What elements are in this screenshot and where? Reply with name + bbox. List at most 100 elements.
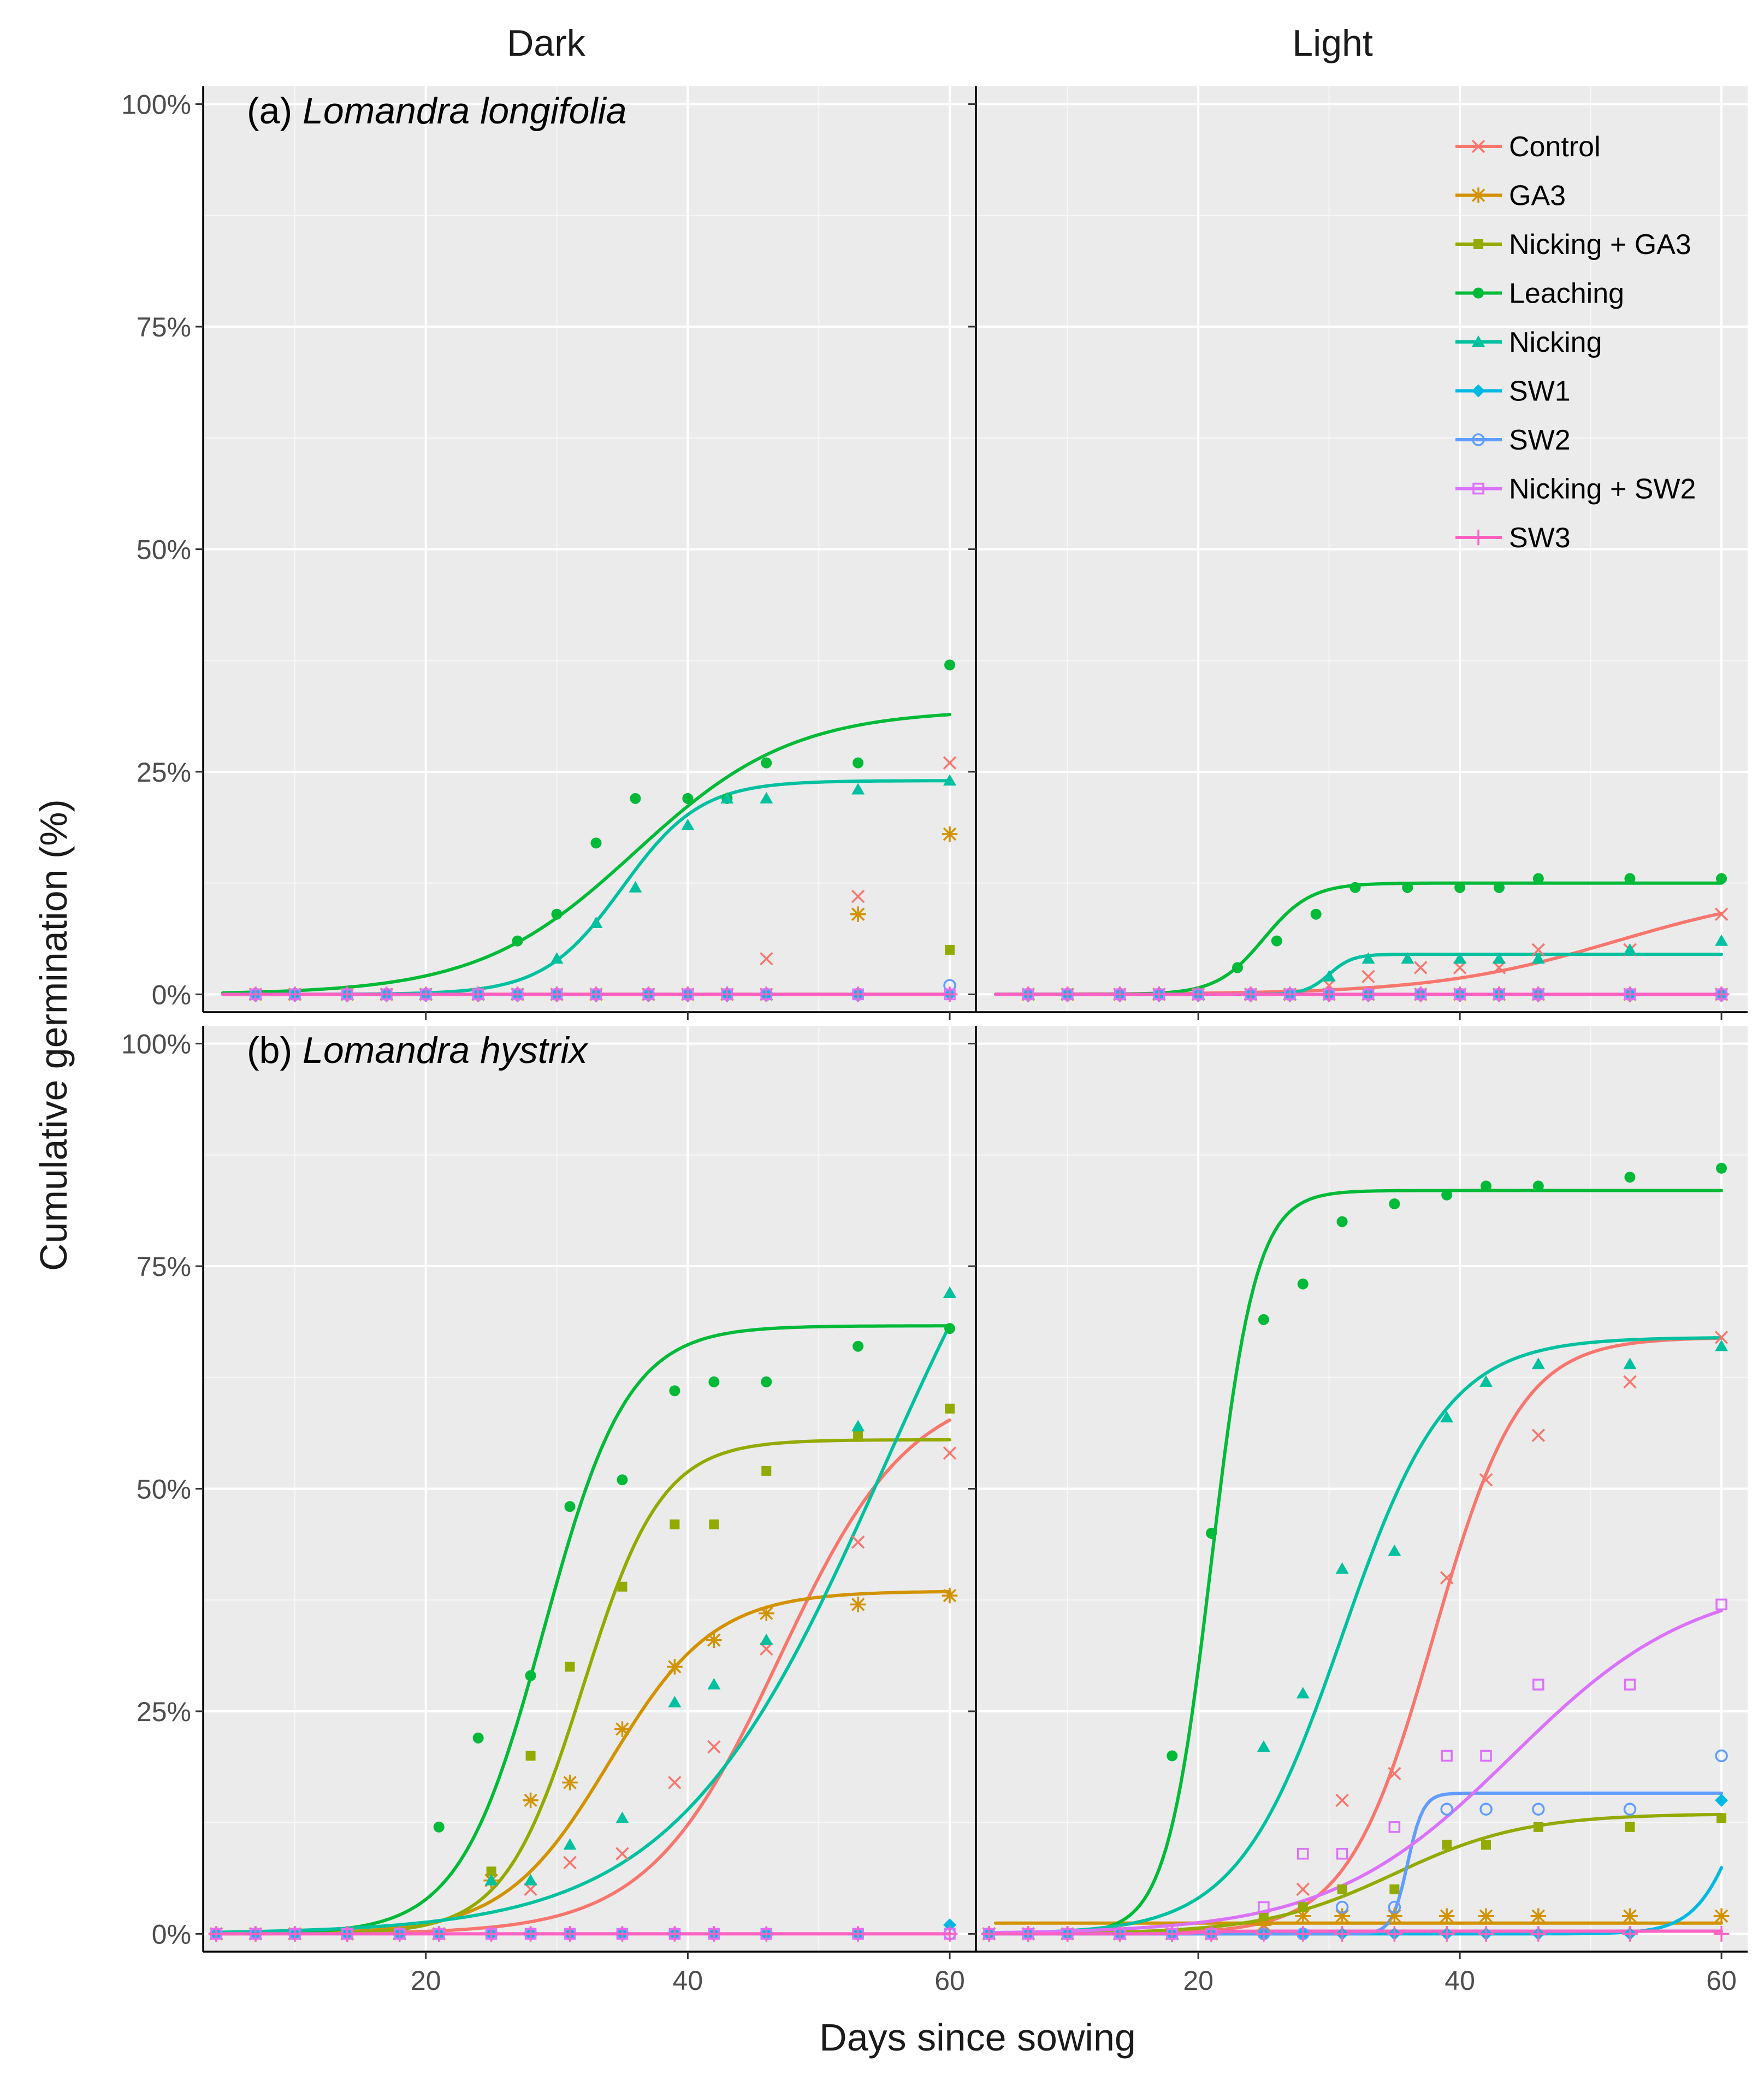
data-point-ga3: [614, 1721, 630, 1737]
data-point-ga3: [850, 1597, 866, 1612]
x-tick-label: 60: [1706, 1965, 1737, 1996]
legend-item-ga3: GA3: [1455, 180, 1566, 212]
data-point-nicking-sw2: [1480, 1750, 1492, 1762]
data-point-sw3: [942, 986, 958, 1002]
data-point-control: [1362, 970, 1375, 984]
data-point-leaching: [590, 837, 602, 849]
data-point-nicking-ga3: [761, 1466, 772, 1476]
data-point-ga3: [1334, 1908, 1350, 1924]
data-point-leaching: [1389, 1198, 1400, 1209]
data-point-nicking: [1322, 970, 1336, 982]
data-point-leaching: [472, 1732, 484, 1744]
data-point-control: [1440, 1571, 1454, 1585]
data-point-sw3: [1491, 986, 1507, 1002]
legend-label: Nicking + SW2: [1509, 474, 1696, 505]
data-point-sw3: [1242, 986, 1259, 1002]
data-point-nicking-ga3: [486, 1866, 496, 1877]
data-point-leaching: [944, 659, 956, 671]
y-tick-label: 75%: [137, 1251, 191, 1282]
legend-item-leaching: Leaching: [1455, 278, 1624, 310]
x-tick-label: 40: [1445, 1965, 1475, 1996]
data-point-sw3: [470, 986, 486, 1002]
data-point-sw3: [1530, 986, 1547, 1002]
data-point-sw2: [1388, 1900, 1401, 1914]
column-title-dark: Dark: [507, 22, 585, 64]
data-point-control: [943, 1446, 957, 1460]
data-point-leaching: [761, 1376, 772, 1387]
data-point-nicking: [707, 1678, 721, 1690]
data-point-nicking: [1623, 1357, 1637, 1369]
data-point-ga3: [1439, 1908, 1455, 1924]
data-point-nicking: [681, 818, 695, 830]
data-point-nicking-ga3: [1533, 1822, 1543, 1832]
data-point-nicking-sw2: [1715, 1598, 1727, 1611]
data-point-sw2: [1440, 1803, 1453, 1816]
data-point-sw3: [1622, 986, 1638, 1002]
y-tick-label: 25%: [137, 757, 191, 788]
data-point-nicking: [629, 881, 642, 893]
data-point-nicking: [563, 1838, 577, 1850]
data-point-nicking: [589, 917, 603, 929]
data-point-ga3: [1478, 1908, 1494, 1924]
data-point-sw3: [850, 1926, 866, 1942]
data-point-sw3: [719, 986, 735, 1002]
data-point-control: [1414, 961, 1428, 974]
data-point-sw2: [1715, 1749, 1728, 1763]
data-point-nicking-sw2: [1624, 1679, 1636, 1691]
data-point-sw3: [1439, 1926, 1455, 1942]
panel-b-dark: 0% 25% 50% 75% 100% 20 40 60 (b) Lomandra hystri…: [121, 1026, 976, 1996]
data-point-sw3: [1190, 986, 1206, 1002]
data-point-sw3: [1530, 1926, 1547, 1942]
data-point-leaching: [564, 1501, 576, 1512]
data-point-nicking: [943, 1286, 957, 1298]
fit-curve-leaching: [993, 1189, 1724, 1936]
legend-item-nicking-ga3: Nicking + GA3: [1455, 229, 1691, 261]
data-point-leaching: [761, 757, 772, 769]
data-point-sw3: [483, 1926, 499, 1942]
x-tick-label: 20: [411, 1965, 441, 1996]
data-point-control: [1714, 1331, 1729, 1344]
data-point-control: [1388, 1766, 1401, 1781]
legend-key-marker: [1473, 287, 1484, 299]
data-point-leaching: [433, 1821, 445, 1833]
data-point-sw2: [1335, 1900, 1349, 1914]
data-point-nicking: [1388, 1544, 1401, 1556]
column-title-light: Light: [1292, 22, 1373, 64]
data-point-nicking-ga3: [670, 1519, 680, 1529]
data-point-leaching: [853, 1340, 864, 1352]
panel-a-dark: 0% 25% 50% 75% 100% (a) Lomandra longifolia: [121, 86, 976, 1020]
panel-a-light: [968, 86, 1748, 1020]
data-point-sw3: [850, 986, 866, 1002]
data-point-nicking: [1715, 1339, 1729, 1351]
data-point-nicking-sw2: [1532, 1679, 1544, 1691]
x-tick-label: 40: [673, 1965, 703, 1996]
fit-curve-leaching: [221, 713, 951, 995]
data-point-sw3: [1295, 1926, 1311, 1942]
data-point-sw3: [287, 1926, 303, 1942]
data-point-nicking: [760, 791, 773, 803]
data-point-sw3: [667, 1926, 683, 1942]
x-tick-label: 60: [934, 1965, 965, 1996]
legend-label: Nicking: [1509, 327, 1602, 358]
data-point-sw3: [1164, 1926, 1180, 1942]
data-point-control: [1623, 1375, 1637, 1389]
data-point-nicking-sw2: [1258, 1901, 1270, 1913]
panel-label: (b) Lomandra hystrix: [247, 1030, 589, 1071]
data-point-leaching: [1481, 1180, 1492, 1192]
data-point-nicking: [1257, 1740, 1270, 1752]
data-point-leaching: [1532, 873, 1544, 884]
data-point-sw3: [1387, 1926, 1402, 1942]
data-point-control: [1479, 1473, 1493, 1487]
legend-item-nicking: Nicking: [1455, 327, 1602, 358]
data-point-leaching: [1206, 1527, 1217, 1539]
data-point-nicking-sw2: [1297, 1847, 1309, 1860]
data-point-leaching: [1258, 1314, 1269, 1325]
data-point-sw3: [1452, 986, 1468, 1002]
data-point-nicking-sw2: [1441, 1750, 1453, 1762]
data-point-nicking: [720, 791, 734, 803]
data-point-nicking: [1362, 952, 1375, 964]
data-point-sw3: [339, 986, 356, 1002]
data-point-control: [615, 1847, 629, 1860]
data-point-control: [1296, 1882, 1310, 1896]
